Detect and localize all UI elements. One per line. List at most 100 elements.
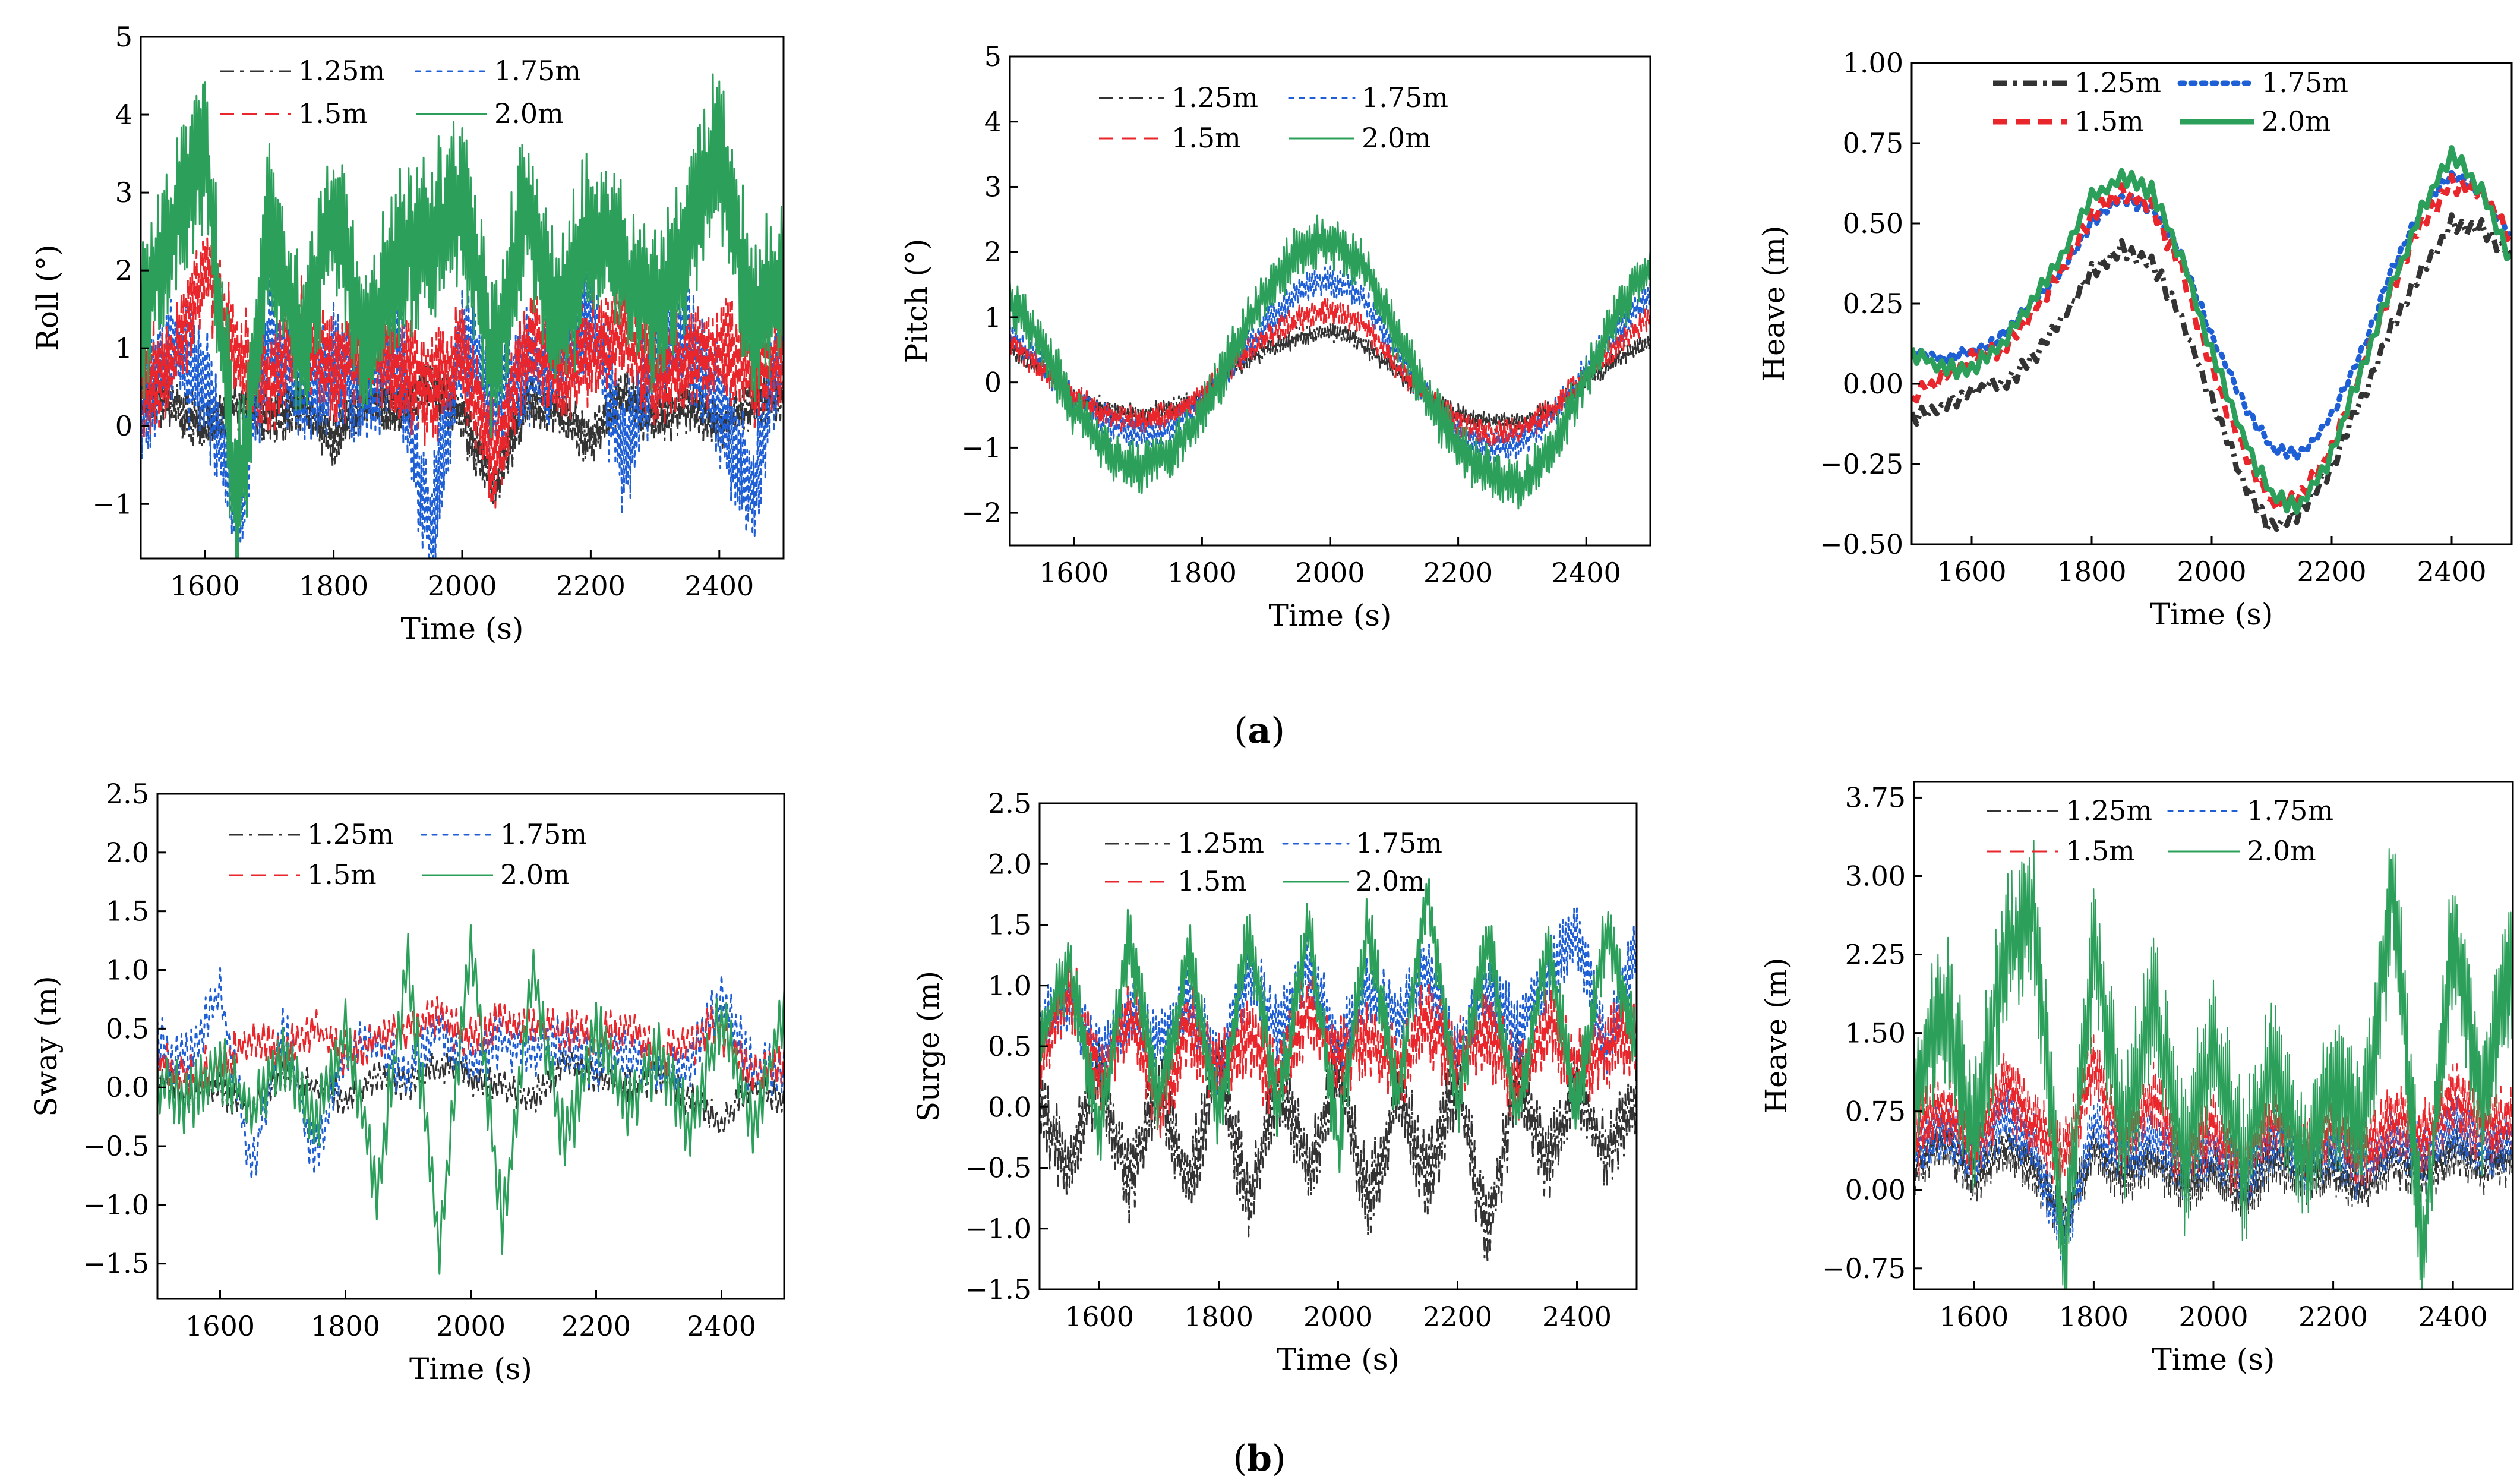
y-axis-title: Roll (°): [30, 244, 65, 351]
legend-label: 1.5m: [307, 859, 377, 891]
legend-label: 1.5m: [2074, 105, 2144, 137]
x-tick-label: 2400: [1552, 557, 1621, 589]
legend-label: 1.75m: [500, 818, 587, 850]
y-tick-label: 2.25: [1845, 939, 1906, 971]
y-tick-label: 2: [984, 236, 1002, 268]
y-tick-label: 1: [984, 301, 1002, 333]
y-tick-label: 1.50: [1845, 1017, 1906, 1049]
x-tick-label: 2400: [687, 1310, 756, 1342]
y-tick-label: 2.0: [106, 837, 149, 869]
y-tick-label: 1.0: [106, 954, 149, 986]
y-axis-title: Heave (m): [1757, 225, 1791, 381]
series-line-1_5m: [157, 996, 784, 1102]
series-line-2_0m: [141, 73, 784, 559]
legend-label: 1.75m: [2247, 794, 2333, 826]
x-tick-label: 1800: [1167, 557, 1237, 589]
legend-label: 1.5m: [1171, 122, 1241, 154]
series-line-1_5m: [1040, 964, 1637, 1138]
y-tick-label: 1.0: [988, 970, 1031, 1002]
y-tick-label: −2: [961, 497, 1002, 529]
panel-4: 1600 1800 2000 2200 2400 −1.5 −1.0 −0.5 0.0 0.5 1.…: [29, 778, 785, 1386]
y-tick-label: 2: [115, 254, 132, 286]
y-tick-label: 1.5: [106, 895, 149, 927]
x-tick-label: 1600: [1065, 1301, 1134, 1333]
x-tick-label: 2000: [2178, 1301, 2248, 1333]
legend-label: 2.0m: [494, 97, 564, 130]
x-tick-label: 1800: [2057, 556, 2126, 588]
legend-label: 1.25m: [298, 55, 385, 87]
x-tick-label: 2200: [556, 570, 626, 602]
y-tick-label: 4: [984, 106, 1002, 138]
y-tick-label: 0.75: [1843, 127, 1903, 159]
legend-label: 1.75m: [494, 55, 581, 87]
panel-5: 1600 1800 2000 2200 2400 −1.5 −1.0 −0.5 0.0 0.5 1.…: [911, 787, 1638, 1377]
y-tick-label: −0.25: [1820, 448, 1903, 480]
series-line-1_25m: [1914, 1116, 2513, 1245]
y-tick-label: 1: [115, 332, 132, 364]
x-tick-label: 2400: [2417, 556, 2486, 588]
y-tick-label: −1: [961, 431, 1002, 463]
legend-label: 1.5m: [298, 97, 368, 130]
series-line-1_25m: [1040, 1031, 1637, 1264]
y-tick-label: 3: [115, 176, 132, 209]
y-tick-label: 5: [984, 40, 1002, 72]
x-tick-label: 2200: [561, 1310, 631, 1342]
x-axis-title: Time (s): [401, 611, 524, 646]
y-tick-label: 2.0: [988, 848, 1031, 880]
panel-2: 1600 1800 2000 2200 2400 −2 −1 0 1 2 3 4 5 Time (s) Pi…: [899, 40, 1651, 633]
x-tick-label: 1800: [311, 1310, 380, 1342]
y-tick-label: 0.5: [988, 1030, 1031, 1062]
legend-label: 1.75m: [1362, 81, 1448, 113]
series-line-1_75m: [157, 967, 784, 1180]
y-tick-label: 3.75: [1845, 781, 1906, 813]
series-group: [157, 924, 784, 1275]
series-line-2_0m: [1010, 214, 1650, 510]
y-tick-label: 0.00: [1845, 1174, 1906, 1206]
y-tick-label: −1.5: [83, 1248, 149, 1280]
y-tick-label: 2.5: [988, 787, 1031, 819]
legend-label: 1.25m: [2074, 67, 2161, 99]
series-line-1_75m: [1040, 907, 1637, 1097]
panels: 1600 1800 2000 2200 2400 −1 0 1 2 3 4 5 Time (s) Roll…: [29, 21, 2514, 1386]
legend-label: 2.0m: [1362, 122, 1431, 154]
legend-label: 1.75m: [1356, 827, 1442, 859]
legend: 1.25m 1.75m 1.5m 2.0m: [1993, 67, 2348, 137]
y-tick-label: 0.0: [106, 1071, 149, 1103]
x-tick-label: 1600: [1939, 1301, 2009, 1333]
x-tick-label: 2200: [2298, 1301, 2368, 1333]
x-tick-label: 1800: [299, 570, 368, 602]
x-tick-label: 2000: [1303, 1301, 1373, 1333]
x-tick-label: 2000: [436, 1310, 506, 1342]
legend-label: 2.0m: [2247, 835, 2316, 867]
series-line-1_5m: [1010, 297, 1650, 446]
y-tick-label: 5: [115, 21, 132, 53]
y-tick-label: −1.5: [965, 1273, 1031, 1305]
legend: 1.25m 1.75m 1.5m 2.0m: [1987, 794, 2333, 867]
legend-label: 2.0m: [1356, 865, 1425, 897]
x-axis-title: Time (s): [1269, 598, 1392, 633]
x-tick-label: 2400: [1542, 1301, 1612, 1333]
x-tick-label: 1800: [1184, 1301, 1253, 1333]
x-tick-label: 2200: [2297, 556, 2366, 588]
y-tick-label: 0.50: [1843, 207, 1903, 239]
panel-3: 1600 1800 2000 2200 2400 −0.50 −0.25 0.00 0.25 0.…: [1757, 47, 2513, 632]
y-tick-label: 0.00: [1843, 368, 1903, 400]
series-line-2_0m: [1912, 145, 2512, 515]
series-line-1_25m: [1912, 212, 2512, 534]
y-tick-label: −1: [92, 488, 132, 520]
series-group: [1040, 878, 1637, 1264]
y-tick-label: 1.00: [1843, 47, 1903, 79]
y-axis-title: Surge (m): [911, 971, 946, 1122]
legend-label: 1.5m: [2066, 835, 2135, 867]
y-tick-label: 2.5: [106, 778, 149, 810]
x-tick-label: 1600: [185, 1310, 255, 1342]
x-tick-label: 2000: [1295, 557, 1365, 589]
legend-label: 2.0m: [2262, 105, 2331, 137]
caption-a: (a): [1234, 710, 1285, 752]
legend-label: 1.25m: [1177, 827, 1264, 859]
series-line-2_0m: [1914, 840, 2513, 1289]
y-tick-label: −0.50: [1820, 528, 1903, 560]
y-tick-label: 0.75: [1845, 1096, 1906, 1128]
series-group: [1010, 214, 1650, 510]
x-tick-label: 2400: [684, 570, 754, 602]
